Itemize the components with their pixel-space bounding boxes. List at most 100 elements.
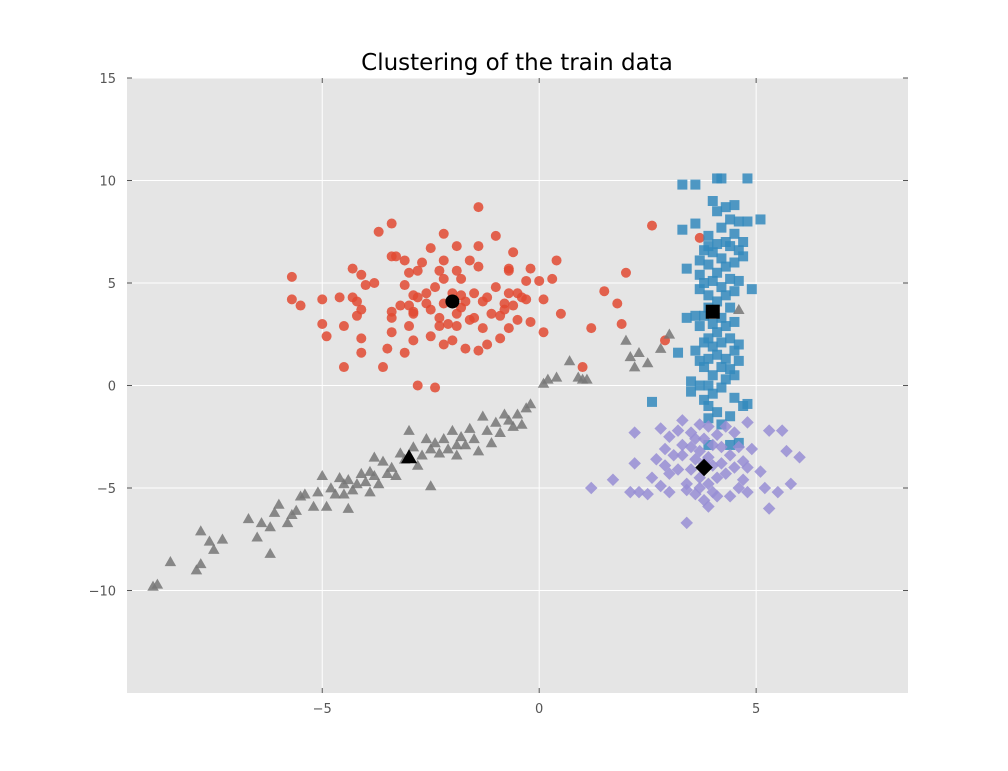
diamond-data-point [741,461,754,474]
triangle-data-point [472,445,485,456]
triangle-data-point [451,439,463,450]
x-tick-label: 5 [752,702,760,717]
diamond-data-point [762,424,776,437]
triangle-data-point [446,424,459,435]
square-data-point [746,284,757,295]
square-data-point [733,275,744,286]
square-data-point [703,230,714,241]
square-data-point [686,376,697,387]
circle-data-point [317,319,328,329]
square-data-point [681,263,692,274]
square-data-point [694,321,705,332]
square-data-point [716,362,727,373]
circle-data-point [469,288,480,299]
circle-data-point [425,243,436,254]
diamond-data-point [702,477,715,491]
square-data-point [712,407,723,418]
triangle-data-point [420,433,433,444]
diamond-data-point [728,461,741,474]
triangle-data-point [151,578,164,589]
square-data-point [729,316,740,327]
triangle-data-point [403,424,415,435]
circle-data-point [360,280,371,291]
circle-data-point [338,362,349,373]
square-data-point [716,382,727,393]
square-data-point [703,241,714,252]
square-data-point [703,401,714,411]
square-data-point [677,224,688,235]
diamond-data-point [671,463,685,476]
square-data-point [703,259,714,270]
diamond-data-point [741,485,754,499]
diamond-data-point [632,485,646,499]
circle-data-point [438,273,449,284]
circle-data-point [577,362,588,373]
triangle-data-point [342,474,355,485]
diamond-data-point [784,477,798,491]
circle-data-point [473,202,484,213]
square-data-point [742,398,753,409]
square-data-point [720,353,731,364]
diamond-data-point [684,440,698,454]
square-data-point [738,237,749,247]
diamond-centroid-marker [695,458,713,477]
circle-data-point [356,347,367,358]
diamond-data-point [606,473,620,487]
square-data-point [690,179,701,190]
circle-data-point [486,308,497,319]
circle-data-point [503,265,514,276]
square-data-point [677,179,688,190]
triangle-data-point [325,482,337,493]
circle-data-point [443,319,454,329]
x-tick-label: −5 [313,702,332,717]
triangle-data-point [563,355,576,366]
circle-data-point [503,323,514,334]
y-tick-label: −5 [97,482,116,497]
diamond-data-point [689,432,702,446]
square-data-point [647,396,658,407]
circle-data-point [438,228,449,239]
triangle-data-point [507,420,519,431]
triangle-data-point [407,441,420,452]
circle-data-point [425,304,436,315]
triangle-data-point [338,488,350,499]
square-data-point [707,388,718,399]
circle-data-point [495,333,506,344]
y-tick-label: 10 [99,175,116,190]
axis-ticks: −5 0 5 15 10 5 0 −5 −10 [89,72,908,717]
circle-data-point [525,263,536,274]
triangle-data-point [342,502,355,513]
circle-data-point [434,321,445,332]
triangle-data-point [329,488,342,499]
square-data-point [755,214,766,225]
square-data-point [733,339,744,350]
diamond-data-point [706,438,719,452]
circle-data-point [334,292,345,303]
triangle-data-point [494,426,506,437]
square-data-point [720,321,731,332]
circle-data-point [347,263,358,274]
circle-data-point [456,273,467,284]
triangle-data-point [359,476,372,487]
triangle-data-point [372,478,385,489]
diamond-data-point [585,481,598,495]
diamond-data-point [758,481,772,495]
diamond-data-point [741,416,754,429]
circle-data-point [586,323,597,334]
diamond-data-point [689,453,702,466]
circle-data-point [547,273,558,284]
square-data-point [742,173,753,184]
circle-data-point [369,278,380,288]
triangle-data-point [424,443,437,454]
circle-data-point [412,380,423,391]
diamond-data-point [658,442,672,456]
circle-data-point [694,232,705,243]
circle-data-point [430,382,441,393]
triangle-data-point [624,351,637,362]
square-data-point [694,255,705,266]
square-data-point [686,386,697,397]
square-data-point [699,278,710,288]
circle-data-point [464,255,475,266]
diamond-data-point [719,420,733,433]
